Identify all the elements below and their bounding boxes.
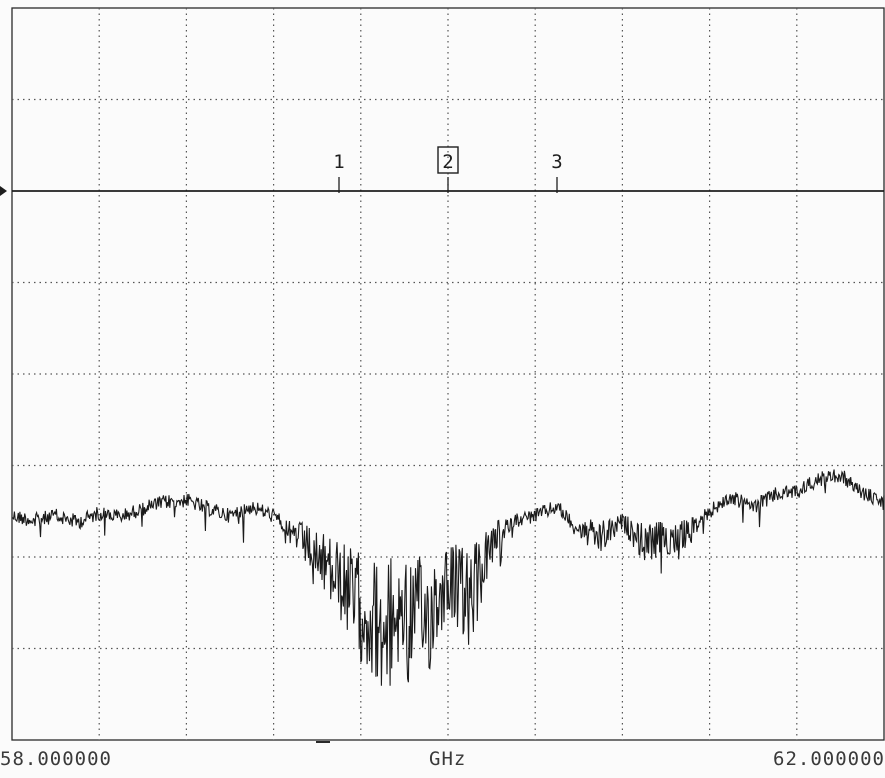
marker-label-1: 1 [333,151,344,173]
spectrum-trace [11,469,885,686]
marker-1: 1 [333,151,344,173]
x-unit-label: GHz [429,748,467,770]
marker-3: 3 [551,151,562,173]
marker-label-3: 3 [551,151,562,173]
reference-level-arrow-icon [0,186,7,196]
x-start-frequency-label: 58.000000 [0,748,112,770]
x-end-frequency-label: 62.000000 [773,748,885,770]
marker-label-2: 2 [442,151,453,173]
marker-box-2 [437,146,459,174]
marker-2: 2 [437,146,459,174]
